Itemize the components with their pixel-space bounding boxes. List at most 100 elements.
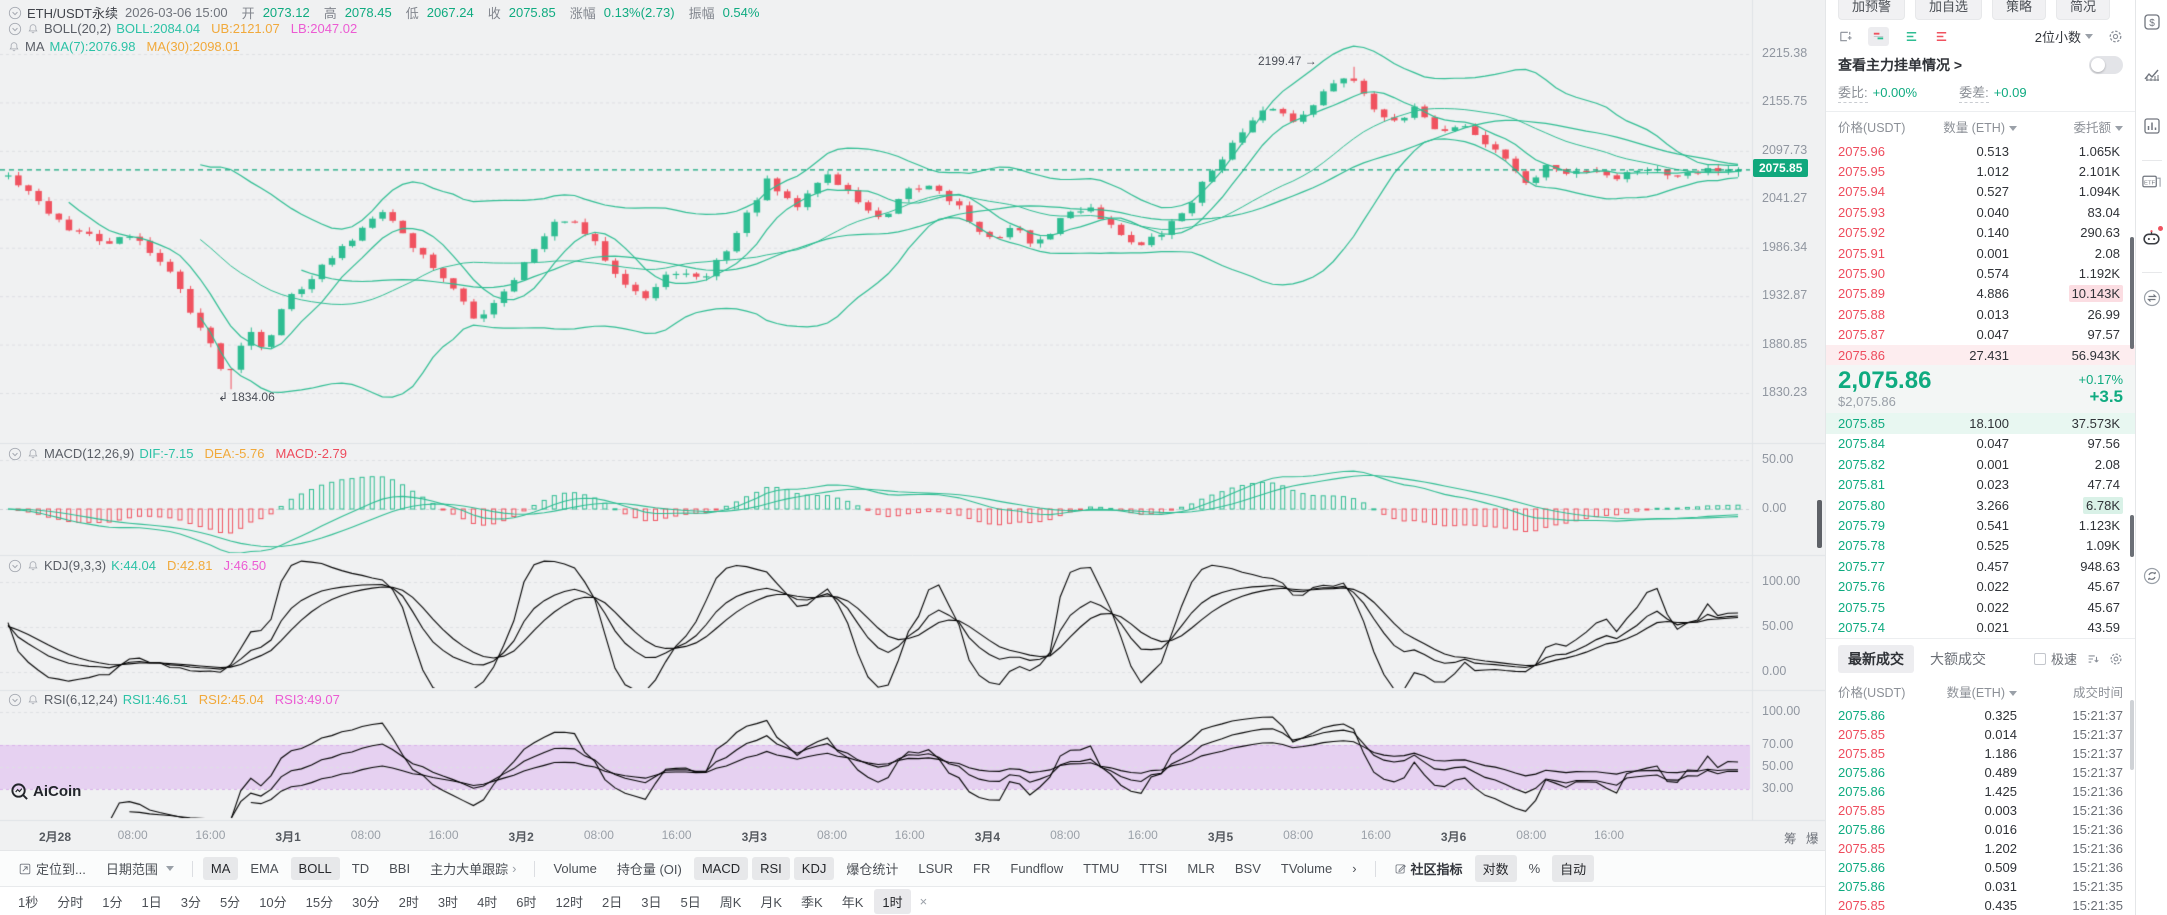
- alert-bell-icon[interactable]: [27, 694, 39, 706]
- orderbook-ask-row[interactable]: 2075.86 27.431 56.943K: [1826, 344, 2135, 366]
- timeframe-item[interactable]: 5分: [219, 894, 241, 910]
- orderbook-ask-row[interactable]: 2075.95 1.012 2.101K: [1826, 161, 2135, 181]
- toolbar-item[interactable]: 对数: [1474, 855, 1517, 882]
- orderbook-bid-row[interactable]: 2075.75 0.022 45.67: [1826, 597, 2135, 617]
- trade-row[interactable]: 2075.85 0.003 15:21:36: [1826, 801, 2135, 820]
- toolbar-item[interactable]: BSV: [1234, 861, 1261, 876]
- collapse-chevron-icon[interactable]: [8, 447, 22, 461]
- toolbar-item[interactable]: KDJ: [793, 857, 835, 880]
- toolbar-item[interactable]: ›: [1352, 861, 1357, 876]
- timeframe-item[interactable]: 30分: [352, 894, 380, 910]
- timeframe-item[interactable]: 15分: [305, 894, 334, 910]
- panel-top-button[interactable]: 策略: [1992, 0, 2047, 20]
- panel-top-button[interactable]: 简况: [2056, 0, 2111, 20]
- robot-assistant-icon[interactable]: [2136, 226, 2167, 249]
- close-timeframe-icon[interactable]: ×: [919, 893, 928, 909]
- timeframe-item[interactable]: 10分: [259, 894, 287, 910]
- trend-chart-icon[interactable]: [2136, 64, 2167, 84]
- timeframe-item[interactable]: 季K: [801, 894, 823, 910]
- toolbar-item[interactable]: LSUR: [918, 861, 954, 876]
- orderbook-ask-row[interactable]: 2075.96 0.513 1.065K: [1826, 141, 2135, 161]
- orderbook-bid-row[interactable]: 2075.77 0.457 948.63: [1826, 556, 2135, 576]
- collapse-chevron-icon[interactable]: [8, 22, 22, 36]
- trades-scrollbar[interactable]: [2130, 700, 2134, 770]
- orderbook-ask-row[interactable]: 2075.87 0.047 97.57: [1826, 325, 2135, 345]
- panel-top-button[interactable]: 加预警: [1838, 0, 1906, 20]
- trade-row[interactable]: 2075.85 0.014 15:21:37: [1826, 725, 2135, 744]
- toolbar-item[interactable]: MA: [202, 857, 239, 880]
- timeframe-item[interactable]: 3分: [180, 894, 201, 910]
- orderbook-ask-row[interactable]: 2075.90 0.574 1.192K: [1826, 263, 2135, 283]
- toolbar-item[interactable]: %: [1528, 861, 1541, 876]
- toolbar-item[interactable]: MACD: [693, 857, 749, 880]
- trade-row[interactable]: 2075.86 0.016 15:21:36: [1826, 820, 2135, 839]
- toolbar-item[interactable]: 持仓量 (OI): [616, 862, 682, 877]
- toolbar-item[interactable]: Volume: [553, 861, 597, 876]
- toolbar-item[interactable]: BBI: [389, 861, 411, 876]
- trade-row[interactable]: 2075.85 1.202 15:21:36: [1826, 839, 2135, 858]
- orderbook-settings-gear-icon[interactable]: [2108, 29, 2123, 44]
- main-chart-canvas[interactable]: [0, 0, 1825, 850]
- trade-row[interactable]: 2075.85 1.186 15:21:37: [1826, 744, 2135, 763]
- toolbar-item[interactable]: 社区指标: [1386, 855, 1471, 882]
- collapse-chevron-icon[interactable]: [8, 559, 22, 573]
- col-amount[interactable]: 委托额: [2031, 117, 2123, 136]
- timeframe-item[interactable]: 4时: [477, 894, 498, 910]
- bar-chart-icon[interactable]: [2136, 116, 2167, 136]
- orderbook-ask-row[interactable]: 2075.92 0.140 290.63: [1826, 223, 2135, 243]
- toolbar-item[interactable]: Fundflow: [1010, 861, 1064, 876]
- timeframe-item[interactable]: 5日: [680, 894, 701, 910]
- toolbar-item[interactable]: TTMU: [1083, 861, 1120, 876]
- main-orders-link[interactable]: 查看主力挂单情况 >: [1838, 57, 1963, 73]
- toolbar-item[interactable]: 自动: [1552, 855, 1595, 882]
- trade-row[interactable]: 2075.86 0.509 15:21:36: [1826, 858, 2135, 877]
- toolbar-item[interactable]: RSI: [752, 857, 790, 880]
- toolbar-item[interactable]: 主力大单跟踪 ›: [430, 861, 517, 877]
- trade-row[interactable]: 2075.85 0.435 15:21:35: [1826, 896, 2135, 915]
- liquidation-toggle[interactable]: 爆: [1806, 832, 1819, 846]
- timeframe-item[interactable]: 分时: [57, 894, 84, 910]
- trades-sort-icon[interactable]: [2086, 652, 2100, 666]
- timeframe-item[interactable]: 12时: [555, 894, 583, 910]
- orderbook-bid-row[interactable]: 2075.82 0.001 2.08: [1826, 454, 2135, 474]
- orderbook-ask-row[interactable]: 2075.93 0.040 83.04: [1826, 202, 2135, 222]
- toolbar-item[interactable]: 爆仓统计: [846, 862, 899, 877]
- timeframe-item[interactable]: 月K: [760, 894, 783, 910]
- orderbook-bid-row[interactable]: 2075.85 18.100 37.573K: [1826, 413, 2135, 434]
- chip-distribution-toggle[interactable]: 筹: [1784, 832, 1797, 846]
- orderbook-bid-row[interactable]: 2075.76 0.022 45.67: [1826, 576, 2135, 596]
- speed-checkbox[interactable]: [2033, 652, 2046, 665]
- toolbar-item[interactable]: BOLL: [290, 857, 340, 880]
- panel-top-button[interactable]: 加自选: [1915, 0, 1983, 20]
- col-quantity[interactable]: 数量(ETH): [1930, 682, 2031, 701]
- timeframe-item[interactable]: 1秒: [18, 894, 39, 910]
- bids-scrollbar[interactable]: [2130, 515, 2134, 557]
- orderbook-ask-row[interactable]: 2075.94 0.527 1.094K: [1826, 182, 2135, 202]
- alert-bell-icon[interactable]: [8, 41, 20, 53]
- trade-row[interactable]: 2075.86 0.489 15:21:37: [1826, 763, 2135, 782]
- timeframe-item[interactable]: 2时: [398, 894, 419, 910]
- toolbar-item[interactable]: 日期范围: [98, 855, 182, 882]
- tab-latest-trades[interactable]: 最新成交: [1838, 644, 1914, 673]
- timeframe-item[interactable]: 6时: [516, 894, 537, 910]
- orderbook-bid-row[interactable]: 2075.79 0.541 1.123K: [1826, 515, 2135, 535]
- orderbook-ask-row[interactable]: 2075.88 0.013 26.99: [1826, 304, 2135, 324]
- depth-toggle[interactable]: [2089, 56, 2123, 74]
- col-quantity[interactable]: 数量 (ETH): [1930, 117, 2031, 136]
- orderbook-ask-row[interactable]: 2075.91 0.001 2.08: [1826, 243, 2135, 263]
- orderbook-bid-row[interactable]: 2075.74 0.021 43.59: [1826, 617, 2135, 637]
- trade-row[interactable]: 2075.86 0.031 15:21:35: [1826, 877, 2135, 896]
- chart-scrollbar-thumb[interactable]: [1817, 500, 1822, 548]
- toolbar-item[interactable]: TD: [351, 861, 370, 876]
- timeframe-item[interactable]: 3时: [437, 894, 459, 910]
- book-bids-only-icon[interactable]: [1904, 29, 1919, 44]
- timeframe-item[interactable]: 年K: [841, 894, 864, 910]
- collapse-chevron-icon[interactable]: [8, 6, 22, 20]
- toolbar-item[interactable]: EMA: [250, 861, 279, 876]
- toolbar-item[interactable]: MLR: [1187, 861, 1215, 876]
- timeframe-item[interactable]: 周K: [719, 894, 742, 910]
- asks-scrollbar[interactable]: [2130, 237, 2134, 349]
- trade-row[interactable]: 2075.86 0.325 15:21:37: [1826, 706, 2135, 725]
- orderbook-bid-row[interactable]: 2075.78 0.525 1.09K: [1826, 536, 2135, 556]
- orderbook-ask-row[interactable]: 2075.89 4.886 10.143K: [1826, 284, 2135, 304]
